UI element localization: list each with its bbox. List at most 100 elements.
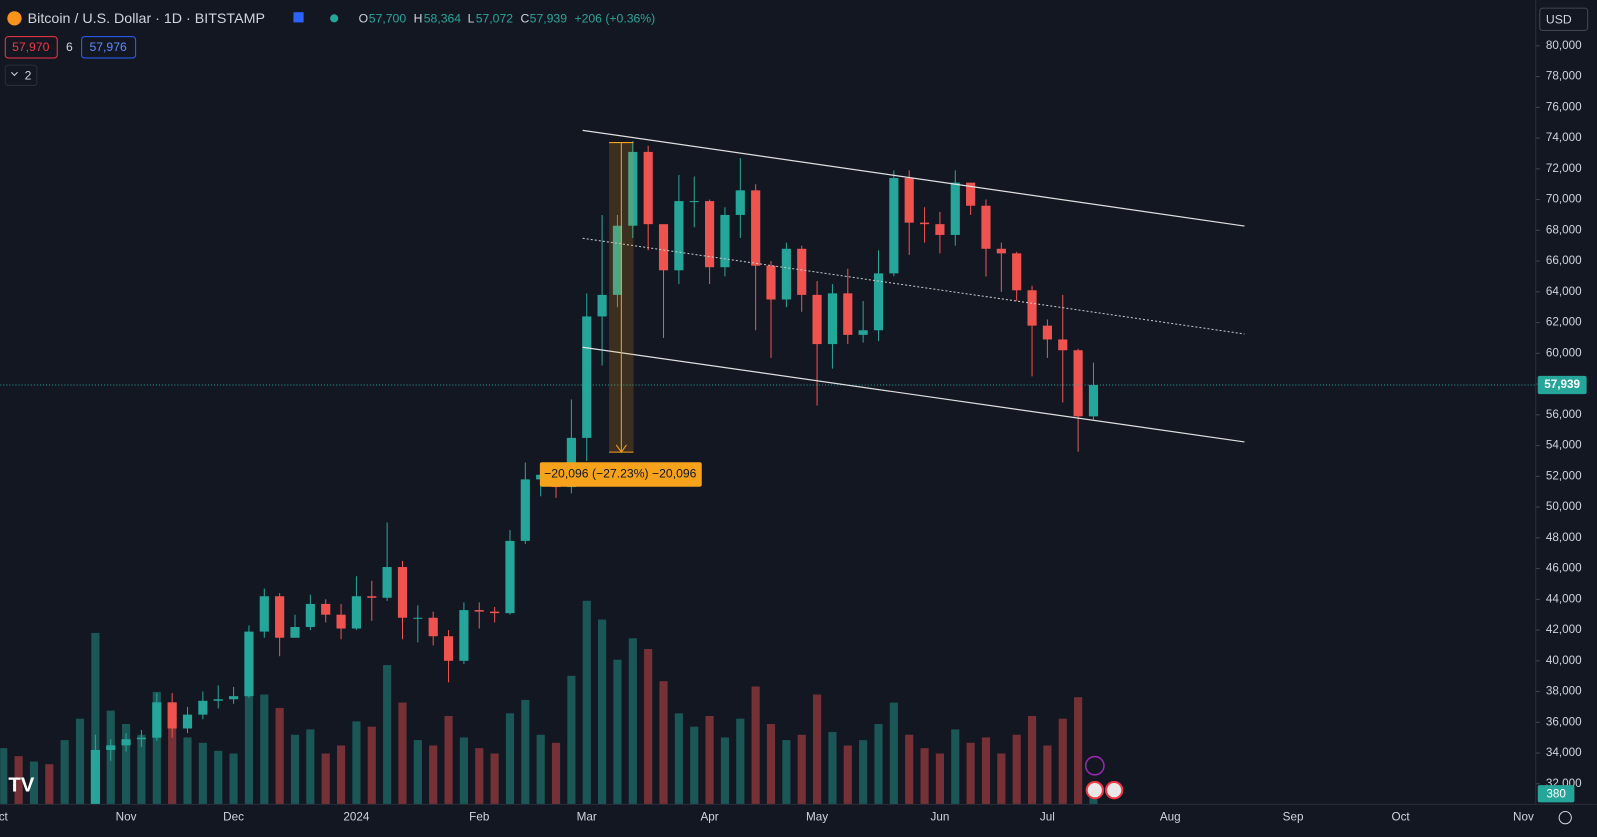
y-tick-label: 68,000: [1546, 223, 1582, 236]
volume-bar: [905, 734, 914, 805]
candle-body: [290, 626, 300, 638]
settings-icon[interactable]: [1558, 811, 1572, 825]
y-tick-label: 66,000: [1546, 254, 1582, 267]
candle-body: [735, 190, 745, 215]
volume-bar: [1043, 745, 1052, 805]
channel-lower: [582, 346, 1245, 443]
measure-arrowhead: [615, 444, 627, 453]
volume-bar: [152, 691, 161, 805]
candle-body: [705, 201, 715, 268]
volume-bar: [45, 764, 54, 805]
candle-body: [904, 178, 914, 223]
volume-bar: [736, 718, 745, 805]
candle-body: [259, 596, 269, 632]
volume-bar: [29, 761, 39, 805]
candle-body: [1012, 253, 1022, 291]
volume-bar: [613, 659, 622, 805]
axis-group: 32,00034,00036,00038,00040,00042,00044,0…: [0, 39, 1587, 824]
volume-bar: [751, 686, 760, 805]
x-tick-label: Oct: [1391, 811, 1410, 824]
candle-body: [597, 294, 607, 317]
volume-bar: [1058, 718, 1067, 805]
candle-body: [198, 700, 208, 715]
x-tick-label: 2024: [343, 811, 370, 824]
candle-body: [167, 702, 177, 729]
sell-price[interactable]: 57,970: [12, 40, 50, 54]
measure-label: −20,096 (−27.23%) −20,096: [544, 467, 697, 481]
ohlc-label: O: [359, 12, 369, 26]
y-tick-label: 50,000: [1546, 500, 1582, 513]
status-dot: [330, 14, 339, 23]
volume-bar: [966, 742, 975, 805]
candle-body: [1027, 290, 1037, 326]
y-tick-label: 54,000: [1546, 439, 1582, 452]
currency-button[interactable]: [1539, 7, 1589, 32]
candle-body: [628, 151, 638, 226]
volume-bar: [951, 729, 960, 805]
volume-bar: [429, 745, 438, 805]
volume-bar: [168, 721, 177, 805]
last-volume: 380: [1546, 787, 1566, 800]
volume-bar: [920, 748, 929, 805]
plot-area: [0, 141, 1536, 805]
indicator-count[interactable]: 2: [25, 69, 32, 83]
volume-bar: [567, 675, 576, 805]
y-tick-label: 38,000: [1546, 685, 1582, 698]
ohlc-value: 57,939: [530, 12, 568, 26]
volume-bar: [889, 702, 898, 805]
ohlc-label: C: [521, 12, 530, 26]
y-tick-label: 34,000: [1546, 746, 1582, 759]
volume-bar: [812, 694, 822, 805]
currency[interactable]: USD: [1546, 13, 1572, 27]
candle-body: [459, 610, 469, 661]
volume-bar: [91, 632, 100, 805]
coin-icon: [7, 11, 22, 26]
x-tick-label: Aug: [1160, 811, 1181, 824]
candle-body: [1073, 350, 1083, 417]
volume-bar: [244, 689, 254, 805]
candle-body: [966, 182, 976, 206]
volume-bar: [859, 740, 868, 805]
x-tick-label: ct: [0, 811, 9, 824]
volume-bar: [1089, 794, 1098, 805]
ohlc-value: 57,072: [476, 12, 514, 26]
candle-body: [751, 190, 761, 266]
volume-bar: [475, 748, 484, 805]
y-tick-label: 46,000: [1546, 562, 1582, 575]
candle-body: [121, 739, 131, 746]
buy-button[interactable]: [81, 36, 137, 59]
candle-body: [658, 224, 669, 271]
buy-price[interactable]: 57,976: [89, 40, 127, 54]
candle-body: [674, 201, 684, 271]
candle-body: [1088, 385, 1099, 417]
volume-bar: [551, 742, 561, 805]
sell-button[interactable]: [4, 36, 58, 59]
candle-body: [275, 596, 285, 638]
volume-bar: [275, 707, 284, 805]
symbol: Bitcoin / U.S. Dollar · 1D · BITSTAMP: [28, 11, 265, 27]
candle-body: [428, 617, 438, 637]
candle-body: [382, 567, 392, 598]
volume-bar: [352, 721, 361, 805]
y-tick-label: 42,000: [1546, 623, 1582, 636]
candle-body: [244, 631, 254, 697]
indicator-toggle[interactable]: [4, 64, 38, 87]
x-tick-label: Feb: [469, 811, 490, 824]
volume-bar: [122, 724, 131, 805]
volume-bar: [306, 729, 315, 805]
candle-body: [351, 596, 361, 629]
candle-body: [812, 294, 822, 345]
volume-bar: [398, 702, 407, 805]
volume-bar: [383, 665, 392, 805]
event-icon: [1084, 755, 1105, 776]
last-price-box: [1537, 375, 1587, 395]
volume-bar: [720, 737, 730, 805]
y-tick-label: 60,000: [1546, 346, 1582, 359]
flag-icon: [293, 12, 304, 23]
candle-body: [766, 265, 776, 300]
candle-body: [612, 225, 623, 295]
candle-body: [305, 603, 315, 627]
candle-body: [182, 714, 193, 729]
candle-body: [336, 614, 346, 629]
